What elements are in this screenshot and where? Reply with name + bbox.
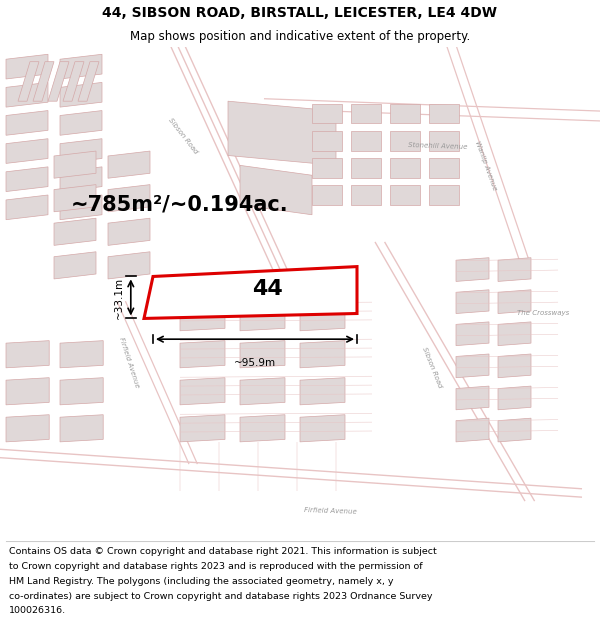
Text: Contains OS data © Crown copyright and database right 2021. This information is : Contains OS data © Crown copyright and d… [9, 548, 437, 556]
Text: Firfield Avenue: Firfield Avenue [118, 337, 140, 389]
Polygon shape [78, 62, 99, 101]
Text: co-ordinates) are subject to Crown copyright and database rights 2023 Ordnance S: co-ordinates) are subject to Crown copyr… [9, 592, 433, 601]
Polygon shape [228, 101, 336, 166]
Text: Sibson Road: Sibson Road [421, 346, 443, 389]
Polygon shape [456, 386, 489, 410]
Polygon shape [6, 341, 49, 367]
Text: Wanlip Avenue: Wanlip Avenue [474, 140, 498, 191]
Polygon shape [456, 418, 489, 442]
Text: ~95.9m: ~95.9m [234, 358, 276, 368]
Polygon shape [456, 290, 489, 314]
Polygon shape [180, 341, 225, 367]
Text: HM Land Registry. The polygons (including the associated geometry, namely x, y: HM Land Registry. The polygons (includin… [9, 577, 394, 586]
Polygon shape [54, 151, 96, 178]
Polygon shape [6, 54, 48, 79]
Polygon shape [351, 131, 381, 151]
Polygon shape [180, 378, 225, 405]
Polygon shape [312, 131, 342, 151]
Polygon shape [6, 111, 48, 135]
Polygon shape [180, 304, 225, 331]
Polygon shape [312, 158, 342, 177]
Polygon shape [240, 304, 285, 331]
Text: Stonehill Avenue: Stonehill Avenue [408, 142, 468, 149]
Polygon shape [498, 322, 531, 346]
Polygon shape [240, 415, 285, 442]
Polygon shape [108, 218, 150, 246]
Text: Sibson Road: Sibson Road [167, 117, 199, 155]
Polygon shape [498, 258, 531, 281]
Polygon shape [390, 185, 420, 205]
Polygon shape [300, 304, 345, 331]
Text: Firfield Avenue: Firfield Avenue [304, 507, 356, 515]
Polygon shape [108, 184, 150, 212]
Polygon shape [498, 418, 531, 442]
Text: 44, SIBSON ROAD, BIRSTALL, LEICESTER, LE4 4DW: 44, SIBSON ROAD, BIRSTALL, LEICESTER, LE… [103, 6, 497, 20]
Polygon shape [240, 341, 285, 367]
Text: ~33.1m: ~33.1m [113, 276, 124, 319]
Polygon shape [351, 185, 381, 205]
Polygon shape [60, 167, 102, 191]
Text: 44: 44 [251, 279, 283, 299]
Polygon shape [6, 415, 49, 442]
Polygon shape [429, 104, 459, 123]
Polygon shape [456, 258, 489, 281]
Polygon shape [498, 354, 531, 377]
Polygon shape [390, 104, 420, 123]
Polygon shape [54, 252, 96, 279]
Polygon shape [498, 290, 531, 314]
Polygon shape [498, 386, 531, 410]
Polygon shape [351, 158, 381, 177]
Polygon shape [390, 131, 420, 151]
Polygon shape [6, 195, 48, 219]
Polygon shape [240, 166, 312, 215]
Polygon shape [108, 151, 150, 178]
Polygon shape [60, 139, 102, 163]
Polygon shape [300, 415, 345, 442]
Polygon shape [60, 378, 103, 405]
Polygon shape [456, 322, 489, 346]
Polygon shape [180, 415, 225, 442]
Polygon shape [456, 354, 489, 377]
Polygon shape [60, 415, 103, 442]
Polygon shape [18, 62, 39, 101]
Polygon shape [429, 185, 459, 205]
Polygon shape [144, 267, 357, 318]
Polygon shape [6, 82, 48, 107]
Text: to Crown copyright and database rights 2023 and is reproduced with the permissio: to Crown copyright and database rights 2… [9, 562, 422, 571]
Polygon shape [60, 111, 102, 135]
Polygon shape [60, 341, 103, 367]
Polygon shape [300, 341, 345, 367]
Polygon shape [429, 158, 459, 177]
Polygon shape [429, 131, 459, 151]
Polygon shape [54, 218, 96, 246]
Polygon shape [60, 82, 102, 107]
Text: 100026316.: 100026316. [9, 606, 66, 616]
Polygon shape [33, 62, 54, 101]
Polygon shape [390, 158, 420, 177]
Polygon shape [300, 378, 345, 405]
Polygon shape [6, 167, 48, 191]
Text: Map shows position and indicative extent of the property.: Map shows position and indicative extent… [130, 30, 470, 43]
Text: The Crossways: The Crossways [517, 311, 569, 316]
Polygon shape [240, 378, 285, 405]
Polygon shape [108, 252, 150, 279]
Polygon shape [351, 104, 381, 123]
Polygon shape [48, 62, 69, 101]
Polygon shape [312, 104, 342, 123]
Polygon shape [63, 62, 84, 101]
Polygon shape [6, 139, 48, 163]
Polygon shape [60, 54, 102, 79]
Polygon shape [312, 185, 342, 205]
Polygon shape [60, 195, 102, 219]
Polygon shape [54, 184, 96, 212]
Polygon shape [6, 378, 49, 405]
Text: ~785m²/~0.194ac.: ~785m²/~0.194ac. [71, 195, 289, 215]
